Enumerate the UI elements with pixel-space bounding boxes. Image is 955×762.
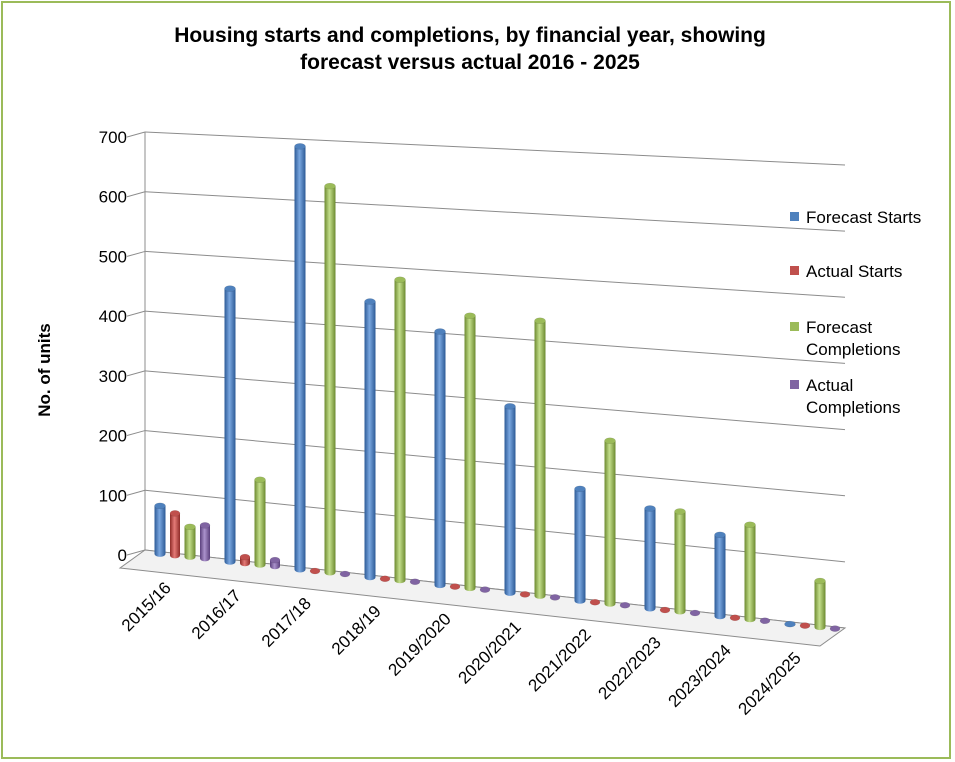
legend-swatch xyxy=(790,266,799,275)
x-tick-label: 2021/2022 xyxy=(525,625,595,695)
bars xyxy=(154,143,841,632)
bar xyxy=(464,312,476,592)
bar xyxy=(604,437,616,607)
bar xyxy=(294,143,306,573)
gridline xyxy=(144,191,846,232)
bar xyxy=(659,606,671,614)
chart-title-line-1: Housing starts and completions, by finan… xyxy=(174,24,766,47)
bar xyxy=(339,570,351,578)
bar xyxy=(409,578,421,586)
bar xyxy=(199,522,211,562)
bar xyxy=(379,575,391,583)
x-tick-label: 2023/2024 xyxy=(665,641,735,711)
x-tick-label: 2016/17 xyxy=(188,586,245,643)
bar xyxy=(534,317,546,599)
bar xyxy=(519,591,531,598)
x-tick-label: 2022/2023 xyxy=(595,633,665,703)
y-tick-label: 700 xyxy=(99,128,127,147)
bar xyxy=(784,620,796,628)
y-tick-label: 500 xyxy=(99,247,127,266)
bar xyxy=(674,508,686,615)
gridline xyxy=(144,131,846,166)
x-tick-label: 2017/18 xyxy=(258,594,315,651)
bar xyxy=(759,617,771,625)
bar xyxy=(644,505,656,612)
bar xyxy=(309,567,321,575)
legend-label: Completions xyxy=(806,398,901,417)
bar xyxy=(549,594,561,601)
bar xyxy=(504,403,516,596)
gridline-tick xyxy=(126,549,146,556)
bar xyxy=(184,523,196,560)
bar xyxy=(434,328,446,589)
legend-label: Actual xyxy=(806,376,853,395)
x-tick-label: 2020/2021 xyxy=(455,617,525,687)
chart-title: Housing starts and completions, by finan… xyxy=(40,22,900,76)
gridline-tick xyxy=(126,370,146,377)
legend-swatch xyxy=(790,322,799,331)
bar xyxy=(394,276,406,584)
bar xyxy=(729,614,741,622)
legend-label: Actual Starts xyxy=(806,262,902,281)
bar xyxy=(154,502,166,557)
bar xyxy=(689,609,701,617)
gridline xyxy=(144,370,846,431)
gridline xyxy=(144,430,846,497)
bar xyxy=(239,553,251,567)
gridline-tick xyxy=(126,489,146,496)
bar xyxy=(589,598,601,606)
y-tick-label: 300 xyxy=(99,367,127,386)
y-tick-label: 600 xyxy=(99,188,127,207)
gridline xyxy=(144,489,846,563)
y-tick-label: 400 xyxy=(99,307,127,326)
gridline xyxy=(144,310,846,364)
y-tick-label: 0 xyxy=(118,546,127,565)
bar xyxy=(574,485,586,604)
gridline-tick xyxy=(126,250,146,257)
bar xyxy=(479,586,491,593)
y-axis-ticks: 0 100 200 300 400 500 600 700 xyxy=(99,128,127,565)
y-tick-label: 200 xyxy=(99,427,127,446)
legend-swatch xyxy=(790,380,799,389)
bar xyxy=(224,285,236,565)
bar xyxy=(324,182,336,576)
x-tick-label: 2024/2025 xyxy=(735,648,805,718)
y-axis-label: No. of units xyxy=(35,323,54,416)
legend-label: Forecast xyxy=(806,318,872,337)
gridline-tick xyxy=(126,310,146,317)
bar xyxy=(744,521,756,623)
bar xyxy=(619,601,631,609)
bar xyxy=(254,476,266,568)
bar xyxy=(714,531,726,620)
gridline-tick xyxy=(126,430,146,437)
bar xyxy=(364,298,376,581)
legend-swatch xyxy=(790,212,799,221)
x-tick-label: 2018/19 xyxy=(328,602,385,659)
legend-label: Forecast Starts xyxy=(806,208,921,227)
bar xyxy=(449,583,461,590)
legend: Forecast Starts Actual Starts Forecast Comp… xyxy=(790,208,921,417)
gridline-tick xyxy=(126,131,146,138)
chart-title-line-2: forecast versus actual 2016 - 2025 xyxy=(300,51,640,74)
x-tick-label: 2015/16 xyxy=(118,578,175,635)
gridline-tick xyxy=(126,191,146,198)
legend-label: Completions xyxy=(806,340,901,359)
bar xyxy=(799,622,811,629)
bar xyxy=(269,556,281,570)
y-tick-label: 100 xyxy=(99,486,127,505)
bar xyxy=(814,577,826,631)
bar xyxy=(169,510,181,559)
gridlines xyxy=(126,131,846,629)
gridline xyxy=(144,250,846,298)
x-tick-label: 2019/2020 xyxy=(385,609,455,679)
bar xyxy=(829,625,841,632)
